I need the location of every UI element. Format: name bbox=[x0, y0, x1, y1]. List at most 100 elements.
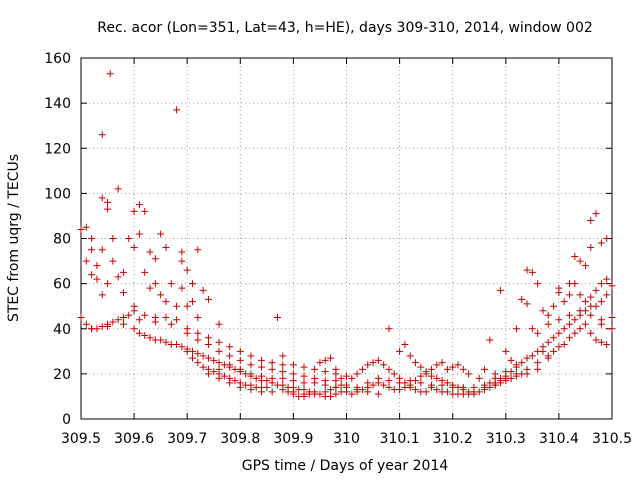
data-point bbox=[194, 350, 202, 358]
data-point bbox=[427, 365, 435, 373]
data-point bbox=[141, 332, 149, 340]
data-point bbox=[279, 374, 287, 382]
x-axis: 309.5 309.6 309.7 309.8 309.9 310 310.1 310.2 31… bbox=[61, 58, 632, 447]
data-point bbox=[518, 295, 526, 303]
data-point bbox=[470, 383, 478, 391]
data-point bbox=[502, 368, 510, 376]
data-point bbox=[300, 363, 308, 371]
data-point bbox=[417, 372, 425, 380]
x-tick-label: 309.7 bbox=[167, 431, 207, 447]
data-point bbox=[321, 356, 329, 364]
data-point bbox=[587, 244, 595, 252]
data-point bbox=[566, 291, 574, 299]
data-point bbox=[289, 370, 297, 378]
data-point bbox=[311, 390, 319, 398]
data-point bbox=[109, 318, 117, 326]
data-point bbox=[104, 198, 112, 206]
data-point bbox=[327, 386, 335, 394]
data-point bbox=[157, 230, 165, 238]
data-point bbox=[279, 361, 287, 369]
data-point bbox=[449, 363, 457, 371]
data-point bbox=[337, 374, 345, 382]
data-point bbox=[608, 325, 616, 333]
data-point bbox=[481, 381, 489, 389]
data-point bbox=[151, 313, 159, 321]
data-point bbox=[178, 284, 186, 292]
data-point bbox=[183, 347, 191, 355]
data-point bbox=[496, 377, 504, 385]
data-point bbox=[268, 359, 276, 367]
data-point bbox=[104, 205, 112, 213]
data-point bbox=[189, 280, 197, 288]
data-point bbox=[289, 388, 297, 396]
data-point bbox=[539, 307, 547, 315]
data-point bbox=[603, 235, 611, 242]
data-point bbox=[449, 383, 457, 391]
data-point bbox=[162, 338, 170, 346]
data-point bbox=[321, 368, 329, 376]
data-point bbox=[544, 338, 552, 346]
data-point bbox=[587, 329, 595, 337]
data-point bbox=[311, 379, 319, 387]
x-tick-label: 309.9 bbox=[273, 431, 313, 447]
data-point bbox=[258, 388, 266, 396]
data-point bbox=[544, 311, 552, 319]
data-point bbox=[157, 336, 165, 344]
data-point bbox=[247, 370, 255, 378]
data-point bbox=[597, 338, 605, 346]
data-point bbox=[417, 363, 425, 371]
data-point bbox=[263, 383, 271, 391]
data-point bbox=[566, 334, 574, 342]
data-point bbox=[412, 359, 420, 367]
x-tick-label: 309.5 bbox=[61, 431, 101, 447]
y-tick-label: 80 bbox=[53, 232, 71, 248]
data-point bbox=[539, 347, 547, 355]
data-point bbox=[199, 286, 207, 294]
data-point bbox=[348, 374, 356, 382]
y-tick-label: 0 bbox=[62, 412, 71, 428]
data-point bbox=[566, 280, 574, 288]
data-point bbox=[475, 388, 483, 396]
data-point bbox=[433, 361, 441, 369]
data-point bbox=[109, 235, 117, 242]
data-point bbox=[523, 370, 531, 378]
data-point bbox=[268, 365, 276, 373]
data-point bbox=[289, 377, 297, 385]
data-point bbox=[215, 365, 223, 373]
data-point bbox=[173, 341, 181, 349]
data-point bbox=[114, 273, 122, 281]
data-point bbox=[401, 383, 409, 391]
data-point bbox=[141, 207, 149, 215]
data-point bbox=[534, 359, 542, 367]
data-point bbox=[502, 347, 510, 355]
data-point bbox=[534, 329, 542, 337]
data-point bbox=[443, 365, 451, 373]
data-point bbox=[88, 271, 96, 279]
data-point bbox=[481, 365, 489, 373]
data-point bbox=[528, 325, 536, 333]
data-point bbox=[146, 334, 154, 342]
data-point bbox=[512, 361, 520, 369]
data-point bbox=[289, 361, 297, 369]
data-point bbox=[215, 338, 223, 346]
data-point bbox=[560, 341, 568, 349]
data-point bbox=[77, 225, 85, 233]
data-point bbox=[210, 368, 218, 376]
data-point bbox=[236, 347, 244, 355]
grid bbox=[81, 58, 612, 419]
data-point bbox=[300, 390, 308, 398]
y-axis: 0 20 40 60 80 100 120 140 160 bbox=[44, 51, 612, 428]
data-point bbox=[332, 377, 340, 385]
data-point bbox=[406, 377, 414, 385]
data-point bbox=[380, 361, 388, 369]
data-point bbox=[82, 257, 90, 265]
chart-title: Rec. acor (Lon=351, Lat=43, h=HE), days … bbox=[97, 20, 593, 36]
data-point bbox=[204, 341, 212, 349]
data-point bbox=[417, 379, 425, 387]
data-point bbox=[385, 383, 393, 391]
data-point bbox=[215, 320, 223, 328]
data-point bbox=[380, 381, 388, 389]
x-axis-label: GPS time / Days of year 2014 bbox=[242, 458, 449, 474]
data-point bbox=[555, 329, 563, 337]
data-point bbox=[226, 361, 234, 369]
